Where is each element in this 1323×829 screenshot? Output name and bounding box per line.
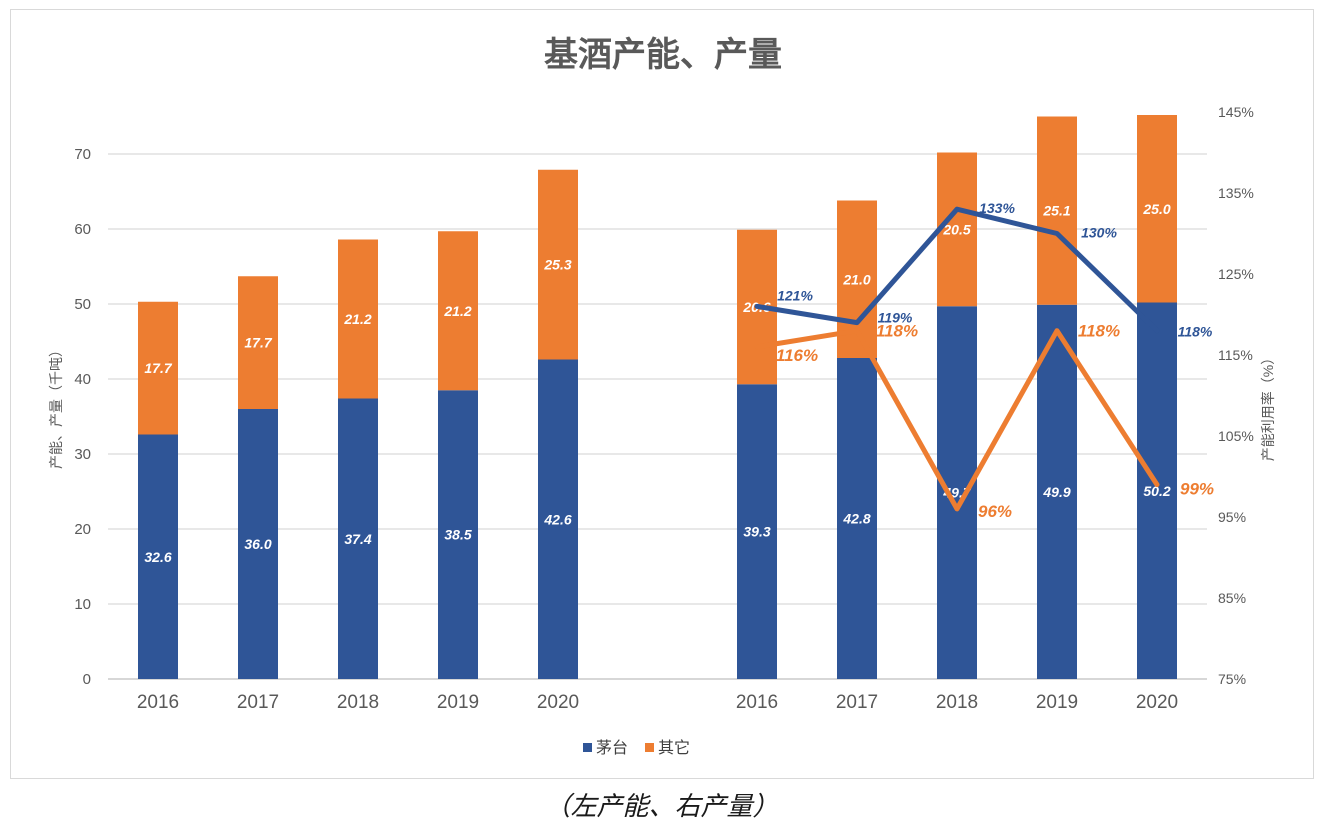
legend: 茅台 其它 <box>583 739 690 757</box>
bar-maotai <box>1037 304 1077 679</box>
line-data-label: 99% <box>1180 480 1214 499</box>
bar-data-label: 21.0 <box>842 271 870 287</box>
bar-other <box>438 231 478 391</box>
bar-data-label: 49.9 <box>1042 484 1070 500</box>
y-tick-label: 20 <box>74 521 91 538</box>
x-tick-label: 2016 <box>736 692 778 713</box>
line-marks: 121% 119% 133% 130% 118% 116% 118% 96% 118% 99% <box>754 200 1214 521</box>
x-tick-label: 2018 <box>936 692 978 713</box>
line-data-label: 130% <box>1081 225 1117 241</box>
bar-marks: 32.6 17.7 36.0 17.7 37.4 21.2 38.5 21.2 42.6 25.3… <box>138 115 1177 679</box>
x-tick-label: 2017 <box>237 692 279 713</box>
y2-axis-label: 产能利用率（%） <box>1260 351 1276 461</box>
y-axis-label: 产能、产量（千吨） <box>48 343 64 469</box>
y-tick-label: 10 <box>74 596 91 613</box>
y2-tick-label: 95% <box>1218 509 1246 525</box>
bar-maotai <box>438 390 478 679</box>
y-tick-label: 0 <box>83 671 91 688</box>
line-data-label: 133% <box>979 200 1015 216</box>
legend-swatch-other <box>645 743 654 752</box>
bar-other <box>1037 116 1077 305</box>
y2-tick-label: 145% <box>1218 104 1254 120</box>
chart-frame: 基酒产能、产量 产能、产量（千吨） 产能利用率（%） 0 10 20 30 40 50 60… <box>10 9 1314 779</box>
bar-data-label: 42.8 <box>842 511 870 527</box>
bar-data-label: 20.5 <box>942 221 970 237</box>
bar-other <box>238 276 278 409</box>
x-tick-label: 2018 <box>337 692 379 713</box>
y2-tick-label: 125% <box>1218 266 1254 282</box>
line-data-label: 116% <box>776 346 818 365</box>
bar-other <box>138 301 178 435</box>
x-tick-label: 2017 <box>836 692 878 713</box>
line-data-label: 118% <box>876 322 918 341</box>
x-tick-label: 2020 <box>537 692 579 713</box>
bar-data-label: 25.3 <box>543 257 571 273</box>
gridlines <box>108 153 1207 680</box>
line-data-label: 119% <box>878 310 913 326</box>
bar-data-label: 17.7 <box>144 360 172 376</box>
bar-data-label: 38.5 <box>444 527 471 543</box>
x-tick-label: 2019 <box>1036 692 1078 713</box>
y-tick-label: 40 <box>74 371 91 388</box>
bar-other <box>538 169 578 360</box>
line-maotai-utilization <box>754 206 1160 334</box>
bar-maotai <box>737 384 777 679</box>
bar-data-label: 21.2 <box>443 303 471 319</box>
y2-tick-label: 85% <box>1218 590 1246 606</box>
line-data-label: 118% <box>1178 324 1213 340</box>
bar-data-label: 36.0 <box>244 536 271 552</box>
bar-other <box>338 239 378 399</box>
y-axis-ticks: 0 10 20 30 40 50 60 70 <box>74 146 91 688</box>
y-tick-label: 70 <box>74 146 91 163</box>
bar-data-label: 42.6 <box>543 511 571 527</box>
y2-tick-label: 115% <box>1218 347 1253 363</box>
chart-caption: （左产能、右产量） <box>544 792 779 822</box>
line-data-label: 96% <box>978 502 1012 521</box>
bar-maotai <box>837 358 877 679</box>
bar-data-label: 50.2 <box>1143 483 1170 499</box>
line-other-utilization <box>754 328 1160 512</box>
chart-svg: 基酒产能、产量 产能、产量（千吨） 产能利用率（%） 0 10 20 30 40 50 60… <box>48 36 1276 757</box>
bar-maotai <box>238 409 278 679</box>
legend-label: 茅台 <box>596 739 628 757</box>
x-tick-label: 2016 <box>137 692 179 713</box>
bar-maotai <box>538 359 578 679</box>
bar-maotai <box>937 306 977 679</box>
line-data-label: 118% <box>1078 322 1120 341</box>
bar-data-label: 17.7 <box>244 335 272 351</box>
bar-other <box>937 152 977 307</box>
bar-maotai <box>138 434 178 679</box>
bar-maotai <box>1137 302 1177 679</box>
y-tick-label: 60 <box>74 221 91 238</box>
legend-swatch-maotai <box>583 743 592 752</box>
y2-tick-label: 135% <box>1218 185 1254 201</box>
x-tick-label: 2020 <box>1136 692 1178 713</box>
y-tick-label: 50 <box>74 296 91 313</box>
x-tick-label: 2019 <box>437 692 479 713</box>
bar-data-label: 21.2 <box>343 311 371 327</box>
y2-axis-ticks: 75% 85% 95% 105% 115% 125% 135% 145% <box>1218 104 1254 687</box>
bar-data-label: 25.0 <box>1142 201 1170 217</box>
legend-label: 其它 <box>658 739 690 757</box>
bar-maotai <box>338 398 378 679</box>
x-axis-ticks: 2016 2017 2018 2019 2020 2016 2017 2018 2019 2020 <box>137 692 1178 713</box>
y2-tick-label: 105% <box>1218 428 1254 444</box>
bar-data-label: 37.4 <box>344 531 371 547</box>
chart-title: 基酒产能、产量 <box>544 36 782 74</box>
bar-other <box>1137 115 1177 303</box>
y2-tick-label: 75% <box>1218 671 1246 687</box>
bar-data-label: 32.6 <box>144 549 171 565</box>
bar-data-label: 39.3 <box>743 524 770 540</box>
bar-data-label: 25.1 <box>1042 203 1070 219</box>
y-tick-label: 30 <box>74 446 91 463</box>
line-data-label: 121% <box>777 287 813 303</box>
